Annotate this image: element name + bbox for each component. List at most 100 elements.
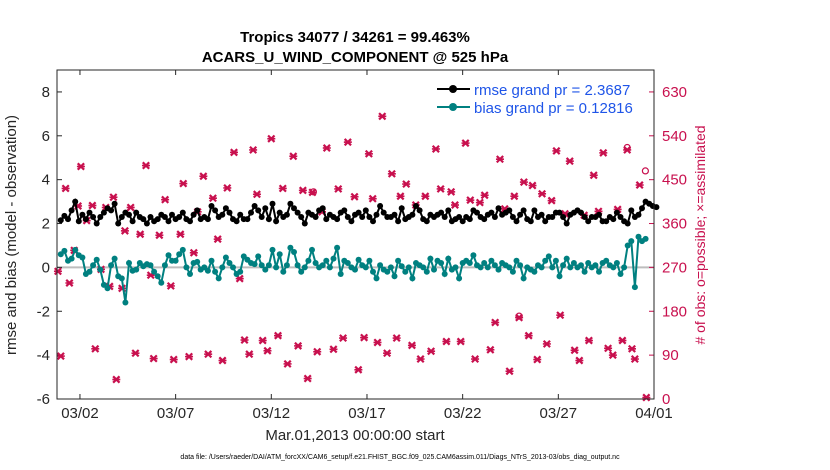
obs-assimilated-marker xyxy=(109,193,118,202)
obs-assimilated-marker xyxy=(584,336,593,345)
obs-assimilated-marker xyxy=(223,183,232,192)
obs-assimilated-marker xyxy=(360,333,369,342)
obs-assimilated-marker xyxy=(245,350,254,359)
obs-assimilated-marker xyxy=(204,350,213,359)
series-bias-point xyxy=(470,252,477,259)
series-bias-point xyxy=(165,252,172,259)
y-left-tick-label: 4 xyxy=(42,172,50,189)
series-rmse-point xyxy=(126,211,132,218)
series-bias-point xyxy=(273,264,280,271)
y-left-tick-label: 0 xyxy=(42,259,50,276)
series-rmse-point xyxy=(509,214,516,220)
series-bias-point xyxy=(610,264,617,271)
series-rmse-point xyxy=(140,216,147,223)
obs-assimilated-marker xyxy=(126,203,135,212)
series-rmse-point xyxy=(391,211,398,218)
y-right-tick-label: 180 xyxy=(662,303,687,320)
series-rmse-point xyxy=(312,214,319,220)
legend-bias-label: bias grand pr = 0.12816 xyxy=(474,100,633,117)
series-bias-point xyxy=(330,255,337,262)
series-bias-point xyxy=(334,244,341,251)
series-rmse-point xyxy=(341,207,348,214)
obs-assimilated-marker xyxy=(627,344,636,353)
series-rmse-point xyxy=(481,216,488,223)
y-left-tick-label: -4 xyxy=(37,347,50,364)
obs-assimilated-marker xyxy=(486,345,495,354)
obs-assimilated-marker xyxy=(431,144,440,153)
series-rmse-point xyxy=(362,207,369,214)
series-rmse-point xyxy=(348,218,355,225)
obs-assimilated-marker xyxy=(447,187,456,196)
series-rmse-point xyxy=(639,205,645,212)
legend: rmse grand pr = 2.3687 bias grand pr = 0… xyxy=(437,82,633,117)
series-bias-point xyxy=(506,264,513,271)
series-bias-point xyxy=(86,268,93,275)
series-bias-point xyxy=(377,262,384,269)
series-bias-point xyxy=(287,244,294,251)
obs-assimilated-marker xyxy=(334,184,343,193)
obs-assimilated-marker xyxy=(383,349,392,358)
obs-assimilated-marker xyxy=(283,359,292,368)
obs-assimilated-marker xyxy=(112,375,121,384)
series-bias-point xyxy=(513,257,520,264)
obs-assimilated-marker xyxy=(263,346,272,355)
obs-assimilated-marker xyxy=(298,186,307,195)
obs-assimilated-marker xyxy=(313,347,322,356)
series-bias-point xyxy=(251,261,258,268)
obs-assimilated-marker xyxy=(505,367,514,376)
obs-assimilated-marker xyxy=(329,345,338,354)
series-bias-point xyxy=(585,260,592,266)
series-rmse-point xyxy=(603,218,610,225)
y-left-tick-label: 8 xyxy=(42,84,50,101)
series-bias-point xyxy=(118,275,125,282)
series-rmse-point xyxy=(323,216,330,223)
series-rmse-point xyxy=(556,209,563,216)
series-bias-point xyxy=(104,285,111,292)
y-axis-left-label: rmse and bias (model - observation) xyxy=(3,115,20,355)
obs-possible-marker xyxy=(641,167,649,175)
series-bias-point xyxy=(212,268,219,275)
series-bias-point xyxy=(373,275,380,282)
series-bias-point xyxy=(452,264,459,271)
series-rmse-point xyxy=(222,205,229,212)
series-rmse-point xyxy=(262,205,269,212)
series-bias-point xyxy=(635,233,642,240)
legend-rmse-label: rmse grand pr = 2.3687 xyxy=(474,82,630,99)
obs-assimilated-marker xyxy=(387,169,396,178)
series-bias-point xyxy=(563,255,570,262)
obs-assimilated-marker xyxy=(373,338,382,347)
series-rmse-point xyxy=(108,207,115,214)
legend-bias-marker xyxy=(449,103,457,111)
series-bias-point xyxy=(362,264,369,271)
obs-assimilated-marker xyxy=(267,134,276,143)
obs-assimilated-marker xyxy=(642,393,651,402)
obs-assimilated-marker xyxy=(436,184,445,193)
obs-assimilated-marker xyxy=(189,248,198,257)
footnote: data file: /Users/raeder/DAI/ATM_forcXX/… xyxy=(180,454,620,461)
series-rmse-point xyxy=(100,209,107,216)
series-rmse-point xyxy=(244,216,251,223)
series-bias-point xyxy=(208,257,215,264)
series-bias-point xyxy=(226,260,233,266)
series-bias-point xyxy=(344,260,351,266)
obs-assimilated-marker xyxy=(565,157,574,166)
series-bias-point xyxy=(294,262,301,269)
series-bias-point xyxy=(370,268,376,275)
obs-assimilated-marker xyxy=(542,339,551,348)
obs-assimilated-marker xyxy=(294,341,303,350)
series-bias-point xyxy=(531,268,538,275)
obs-assimilated-marker xyxy=(56,352,65,361)
y-right-tick-label: 90 xyxy=(662,347,679,364)
series-rmse-point xyxy=(359,214,366,220)
series-rmse-point xyxy=(373,211,380,218)
series-bias-point xyxy=(298,268,305,275)
series-bias-point xyxy=(520,275,527,282)
series-bias-point xyxy=(262,266,269,273)
series-bias-point xyxy=(61,247,68,254)
obs-assimilated-marker xyxy=(556,311,565,320)
series-rmse-point xyxy=(57,217,64,224)
series-rmse-point xyxy=(65,216,71,223)
obs-assimilated-marker xyxy=(278,184,287,193)
series-rmse-point xyxy=(143,220,150,227)
